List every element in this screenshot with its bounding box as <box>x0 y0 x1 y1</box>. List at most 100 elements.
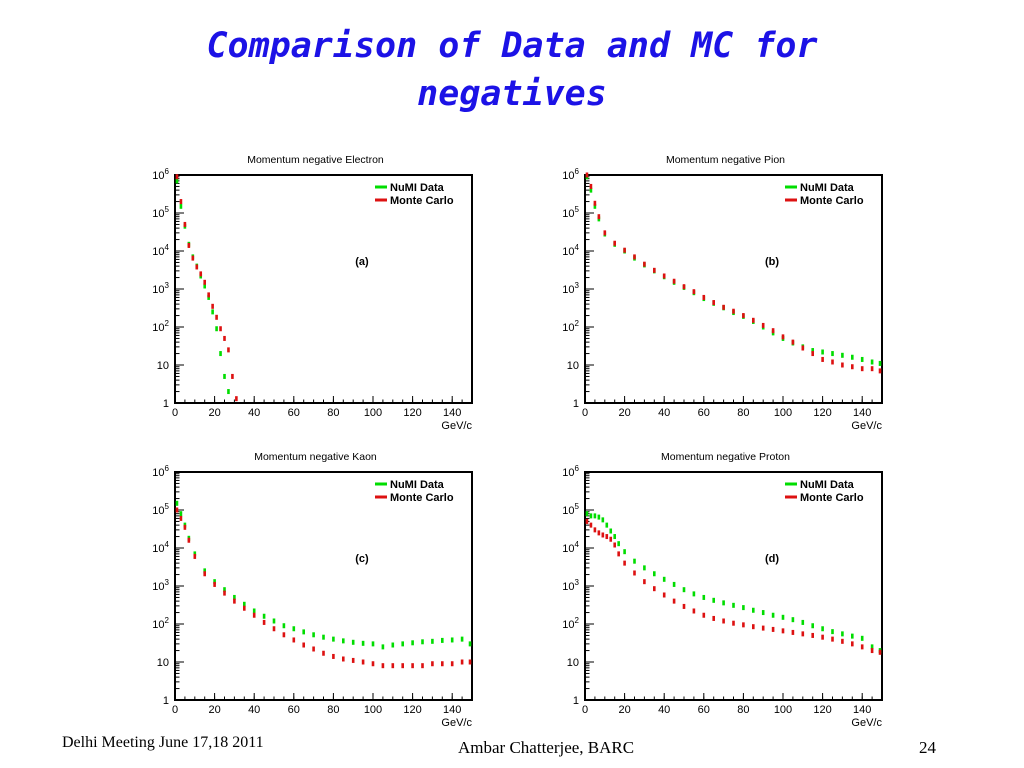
data-point <box>752 317 755 323</box>
data-point <box>203 279 206 285</box>
data-point <box>223 335 226 341</box>
plot-frame <box>584 471 883 701</box>
data-point <box>702 612 706 618</box>
x-tick-label: 120 <box>813 704 831 716</box>
data-point <box>223 590 226 596</box>
chart-proton: Momentum negative Proton 0 20 40 60 80 100 120 1… <box>540 445 900 735</box>
y-tick-label: 1 <box>163 695 169 707</box>
data-point <box>351 657 355 663</box>
data-point <box>692 591 696 597</box>
data-point <box>175 174 179 180</box>
x-tick-label: 80 <box>737 704 749 716</box>
data-point <box>870 644 874 650</box>
legend-entry: NuMI Data <box>390 182 445 194</box>
series-mc <box>585 172 882 374</box>
y-tick-label: 1 <box>163 398 169 410</box>
data-point <box>613 240 616 246</box>
x-tick-label: 60 <box>288 407 300 419</box>
data-point <box>468 641 472 647</box>
data-point <box>811 623 814 629</box>
data-point <box>219 326 222 332</box>
data-point <box>609 536 613 542</box>
data-point <box>371 661 375 667</box>
panel-label: (c) <box>355 553 369 565</box>
legend-box <box>372 178 470 208</box>
data-point <box>593 513 597 519</box>
data-point <box>605 522 609 528</box>
data-point <box>223 587 226 593</box>
data-point <box>332 653 335 659</box>
data-point <box>742 313 745 319</box>
data-point <box>662 273 666 279</box>
series-mc <box>175 507 472 669</box>
chart-pion: Momentum negative Pion 0 20 40 60 80 100 120 140… <box>540 148 900 438</box>
data-point <box>672 278 676 284</box>
x-tick-label: 0 <box>582 407 588 419</box>
y-tick-label: 104 <box>152 243 169 258</box>
data-point <box>361 640 365 646</box>
data-point <box>870 648 874 654</box>
data-point <box>597 530 601 536</box>
chart-svg: Momentum negative Kaon 0 20 40 60 80 100 120 140… <box>152 451 473 729</box>
x-tick-label: 60 <box>288 704 300 716</box>
data-point <box>831 359 834 365</box>
legend-entry: NuMI Data <box>390 479 445 491</box>
data-point <box>851 364 854 370</box>
data-point <box>601 532 605 538</box>
data-point <box>421 663 424 669</box>
data-point <box>589 522 593 528</box>
data-point <box>821 349 824 355</box>
data-point <box>682 603 686 609</box>
y-tick-label: 106 <box>562 167 579 182</box>
y-tick-label: 102 <box>562 616 579 631</box>
data-point <box>183 524 187 530</box>
data-point <box>235 396 238 402</box>
x-tick-label: 0 <box>172 407 178 419</box>
data-point <box>312 632 315 638</box>
data-point <box>431 661 434 667</box>
x-tick-label: 80 <box>737 407 749 419</box>
data-point <box>213 579 216 585</box>
series-mc <box>175 174 238 402</box>
legend-entry: Monte Carlo <box>800 195 864 207</box>
series-data <box>175 500 472 650</box>
data-point <box>233 598 236 604</box>
data-point <box>831 636 834 642</box>
series-mc <box>585 518 882 655</box>
y-tick-label: 104 <box>152 540 169 555</box>
data-point <box>761 322 765 328</box>
y-tick-label: 1 <box>573 695 579 707</box>
data-point <box>597 214 601 220</box>
data-point <box>860 644 864 650</box>
data-point <box>841 362 844 368</box>
data-point <box>712 597 715 603</box>
data-point <box>179 515 183 521</box>
x-tick-label: 40 <box>658 407 670 419</box>
plot-frame <box>174 471 473 701</box>
data-point <box>752 624 755 630</box>
data-point <box>791 617 795 623</box>
x-tick-label: 20 <box>618 407 630 419</box>
data-point <box>450 661 454 667</box>
chart-title: Momentum negative Proton <box>661 451 790 463</box>
data-point <box>179 511 183 517</box>
y-tick-label: 105 <box>562 502 579 517</box>
data-point <box>732 620 735 626</box>
x-tick-label: 140 <box>853 704 871 716</box>
data-point <box>589 513 593 519</box>
data-point <box>252 612 256 618</box>
chart-electron: Momentum negative Electron 0 20 40 60 80 100 12… <box>130 148 490 438</box>
data-point <box>262 613 266 619</box>
data-point <box>211 309 214 315</box>
data-point <box>585 511 589 517</box>
series-data <box>585 511 882 654</box>
data-point <box>391 642 395 648</box>
data-point <box>262 619 266 625</box>
x-axis-label: GeV/c <box>441 717 472 729</box>
x-axis-label: GeV/c <box>851 420 882 432</box>
data-point <box>231 373 234 379</box>
data-point <box>633 558 636 564</box>
y-tick-label: 105 <box>562 205 579 220</box>
data-point <box>322 634 325 640</box>
data-point <box>593 527 597 533</box>
